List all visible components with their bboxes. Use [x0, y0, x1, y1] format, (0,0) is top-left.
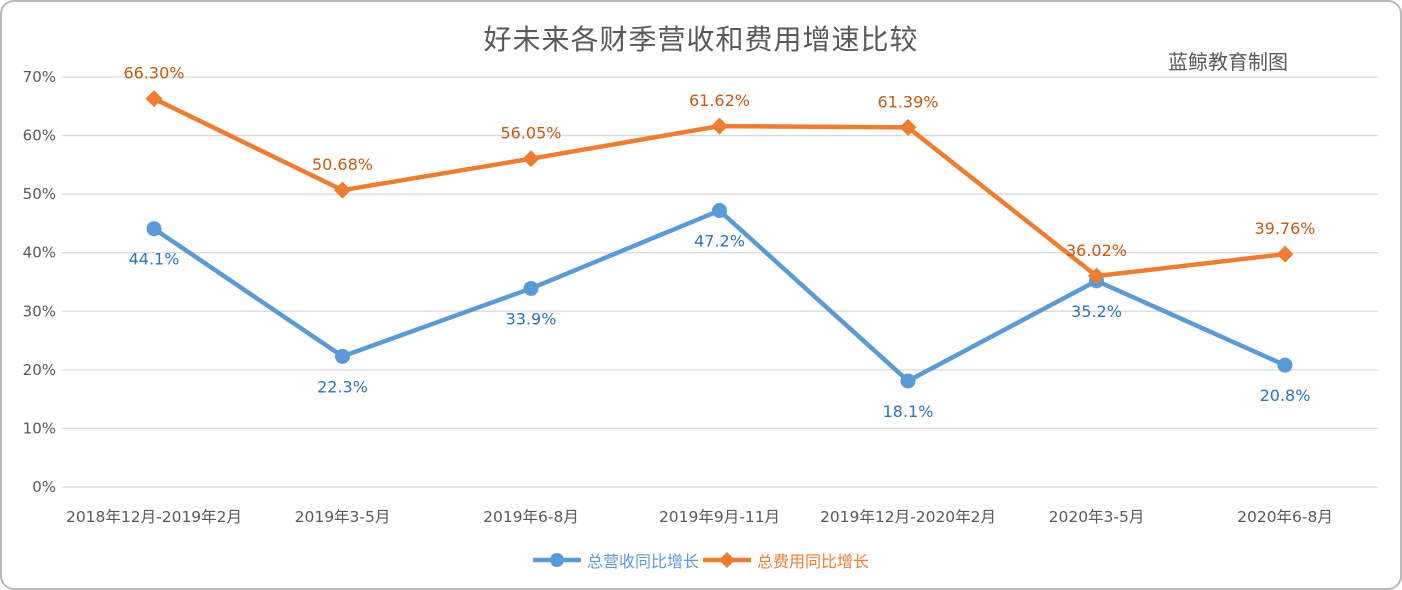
y-axis-tick-label: 40%: [23, 244, 56, 262]
chart-title: 好未来各财季营收和费用增速比较: [483, 23, 919, 56]
data-point-marker: [711, 117, 728, 135]
x-axis-category-label: 2019年12月-2020年2月: [820, 508, 996, 526]
x-axis-category-label: 2020年6-8月: [1237, 508, 1333, 526]
data-label: 36.02%: [1066, 241, 1127, 260]
data-point-marker: [334, 181, 351, 199]
data-point-marker: [523, 280, 539, 296]
chart-legend: 总营收同比增长 总费用同比增长: [2, 548, 1400, 572]
data-label: 47.2%: [694, 232, 745, 251]
legend-line-diamond-icon: [703, 552, 751, 568]
chart-credit: 蓝鲸教育制图: [1168, 50, 1288, 74]
data-point-marker: [900, 373, 916, 389]
legend-line-circle-icon: [532, 553, 581, 567]
legend-item-expense: 总费用同比增长: [703, 548, 869, 572]
legend-item-revenue: 总营收同比增长: [532, 548, 699, 572]
y-axis-tick-label: 10%: [23, 419, 56, 437]
data-label: 39.76%: [1254, 219, 1315, 238]
data-point-marker: [146, 221, 162, 237]
data-point-marker: [335, 348, 350, 364]
data-label: 56.05%: [500, 124, 561, 143]
x-axis-category-label: 2019年6-8月: [483, 508, 579, 526]
y-axis-tick-label: 50%: [23, 185, 56, 203]
data-label: 20.8%: [1260, 386, 1311, 405]
data-point-marker: [712, 203, 727, 219]
data-point-marker: [1277, 357, 1293, 373]
y-axis-tick-label: 0%: [32, 478, 56, 496]
legend-label-expense: 总费用同比增长: [757, 552, 870, 571]
data-point-marker: [899, 118, 917, 136]
data-label: 50.68%: [312, 155, 373, 174]
y-axis-tick-label: 20%: [23, 361, 56, 379]
legend-label-revenue: 总营收同比增长: [586, 552, 699, 571]
x-axis-category-label: 2019年9月-11月: [659, 508, 780, 526]
data-label: 18.1%: [883, 402, 934, 421]
data-label: 35.2%: [1071, 302, 1122, 321]
x-axis-category-label: 2018年12月-2019年2月: [66, 508, 242, 526]
data-point-marker: [1088, 267, 1105, 285]
data-label: 33.9%: [506, 309, 557, 328]
data-point-marker: [1276, 245, 1294, 263]
x-axis-category-label: 2019年3-5月: [295, 508, 391, 526]
data-point-marker: [522, 150, 540, 168]
y-axis-tick-label: 60%: [23, 127, 56, 145]
data-label: 61.39%: [877, 92, 938, 111]
data-label: 66.30%: [123, 64, 184, 83]
data-label: 22.3%: [317, 377, 368, 396]
data-label: 44.1%: [129, 250, 180, 269]
y-axis-tick-label: 70%: [23, 68, 56, 86]
y-axis-tick-label: 30%: [23, 302, 56, 320]
data-point-marker: [145, 90, 163, 108]
data-label: 61.62%: [689, 91, 750, 110]
x-axis-category-label: 2020年3-5月: [1049, 508, 1145, 526]
